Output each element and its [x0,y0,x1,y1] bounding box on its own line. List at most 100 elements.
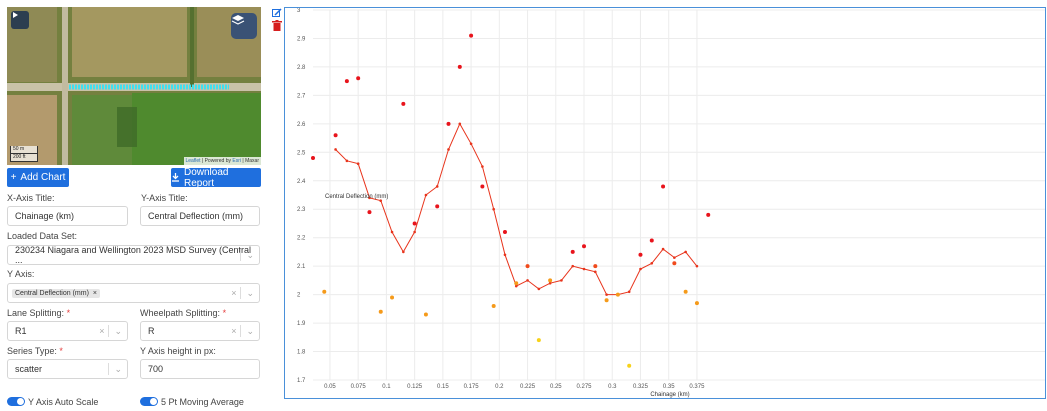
chevron-down-icon[interactable]: ⌄ [114,325,122,336]
chevron-down-icon[interactable]: ⌄ [246,287,254,298]
y-axis-label: Y Axis: [7,269,35,279]
chevron-down-icon[interactable]: ⌄ [246,249,254,260]
moving-average-point [345,159,349,163]
wheelpath-splitting-label: Wheelpath Splitting: * [140,308,227,318]
moving-average-point [356,162,360,165]
required-mark: * [59,346,63,356]
y-axis-title-input[interactable]: Central Deflection (mm) [140,206,260,226]
download-icon [172,173,179,182]
esri-link[interactable]: Esri [232,158,242,164]
scatter-point [502,230,507,234]
moving-average-point [368,196,371,200]
lane-splitting-label: Lane Splitting: * [7,308,71,318]
add-chart-label: Add Chart [20,172,66,183]
map-expand-button[interactable] [11,11,29,29]
moving-average-point [526,279,529,282]
x-axis-title-input[interactable]: Chainage (km) [7,206,128,226]
wheelpath-splitting-select[interactable]: R × ⌄ [140,321,260,341]
lane-splitting-value: R1 [15,326,27,336]
scatter-point [570,249,575,254]
x-axis-title-label: X-Axis Title: [7,193,55,203]
scatter-point [378,309,383,314]
plus-icon: + [10,172,17,183]
x-tick-label: 0.2 [495,384,504,390]
moving-average-point [605,293,608,296]
scatter-point [514,281,519,286]
scatter-point [401,101,406,106]
clear-icon[interactable]: × [231,326,237,336]
y-tick-label: 2.9 [297,36,306,42]
edit-icon[interactable] [272,8,282,18]
scatter-point [390,295,395,300]
scatter-point [412,221,417,226]
moving-average-point [684,250,687,254]
scatter-point [423,312,428,317]
scatter-point [333,133,338,138]
moving-average-point [594,270,597,274]
y-axis-multiselect[interactable]: Central Deflection (mm) × × ⌄ [7,283,260,303]
moving-average-point [435,185,439,188]
moving-average-point [424,193,428,197]
moving-average-toggle[interactable] [140,397,158,406]
y-axis-auto-scale-toggle[interactable] [7,397,25,406]
chevron-down-icon[interactable]: ⌄ [246,325,254,336]
x-tick-label: 0.05 [324,384,336,390]
scatter-point [582,244,587,249]
moving-average-point [481,165,484,168]
chart-svg: 1.7 1.8 1.9 2 2.1 2.2 2.3 2.4 2.5 2.6 2.7 2.8 2.9 3 0.… [297,8,1045,398]
y-tick-label: 3 [297,8,301,14]
layers-button[interactable] [231,13,257,39]
moving-average-point [469,142,473,146]
required-mark: * [222,308,227,318]
loaded-data-set-value: 230234 Niagara and Wellington 2023 MSD S… [15,245,251,265]
moving-average-point [492,207,495,211]
scatter-point [638,252,643,257]
y-axis-tag-label: Central Deflection (mm) [15,289,89,297]
scatter-point [446,121,451,126]
scatter-point [694,301,699,306]
x-tick-label: 0.15 [437,384,449,390]
y-tick-label: 2.1 [297,264,306,270]
multiselect-controls: × ⌄ [227,284,259,302]
chevron-down-icon[interactable]: ⌄ [114,363,122,374]
moving-average-point [514,284,518,288]
y-tick-label: 2 [297,293,301,299]
map-scale: 50 m 200 ft [10,146,38,162]
y-axis-auto-scale-label: Y Axis Auto Scale [28,397,99,407]
y-axis-height-input[interactable]: 700 [140,359,260,379]
lane-splitting-select[interactable]: R1 × ⌄ [7,321,128,341]
remove-tag-icon[interactable]: × [92,289,98,297]
x-tick-label: 0.35 [663,384,675,390]
leaflet-link[interactable]: Leaflet [185,158,201,164]
series-type-label: Series Type: * [7,346,63,356]
y-axis-tag: Central Deflection (mm) × [12,288,101,298]
moving-average-point [673,256,676,259]
loaded-data-set-select[interactable]: 230234 Niagara and Wellington 2023 MSD S… [7,245,260,265]
scatter-point [344,79,349,84]
y-tick-label: 2.7 [297,93,306,99]
scatter-point [457,64,462,69]
attribution-powered: | Powered by [201,158,231,164]
scatter-point [706,212,711,217]
scatter-point [593,264,598,269]
chart-panel: 1.7 1.8 1.9 2 2.1 2.2 2.3 2.4 2.5 2.6 2.7 2.8 2.9 3 0.… [284,7,1046,399]
moving-average-point [571,264,575,268]
moving-average-point [537,287,541,291]
add-chart-button[interactable]: + Add Chart [7,168,69,187]
scatter-point [525,264,530,269]
scatter-point [536,338,541,343]
clear-icon[interactable]: × [99,326,105,336]
trash-icon[interactable] [272,20,282,31]
x-tick-label: 0.225 [520,384,536,390]
x-tick-label: 0.125 [407,384,423,390]
moving-average-point [695,264,699,268]
clear-icon[interactable]: × [231,288,237,298]
series-type-select[interactable]: scatter ⌄ [7,359,128,379]
scatter-point [322,289,327,294]
scale-imperial: 200 ft [10,154,38,162]
map-view[interactable]: 50 m 200 ft Leaflet | Powered by Esri | … [7,7,261,165]
moving-average-point [447,148,450,151]
moving-average-point [548,281,552,285]
download-report-button[interactable]: Download Report [171,167,261,189]
scatter-point [661,184,666,189]
